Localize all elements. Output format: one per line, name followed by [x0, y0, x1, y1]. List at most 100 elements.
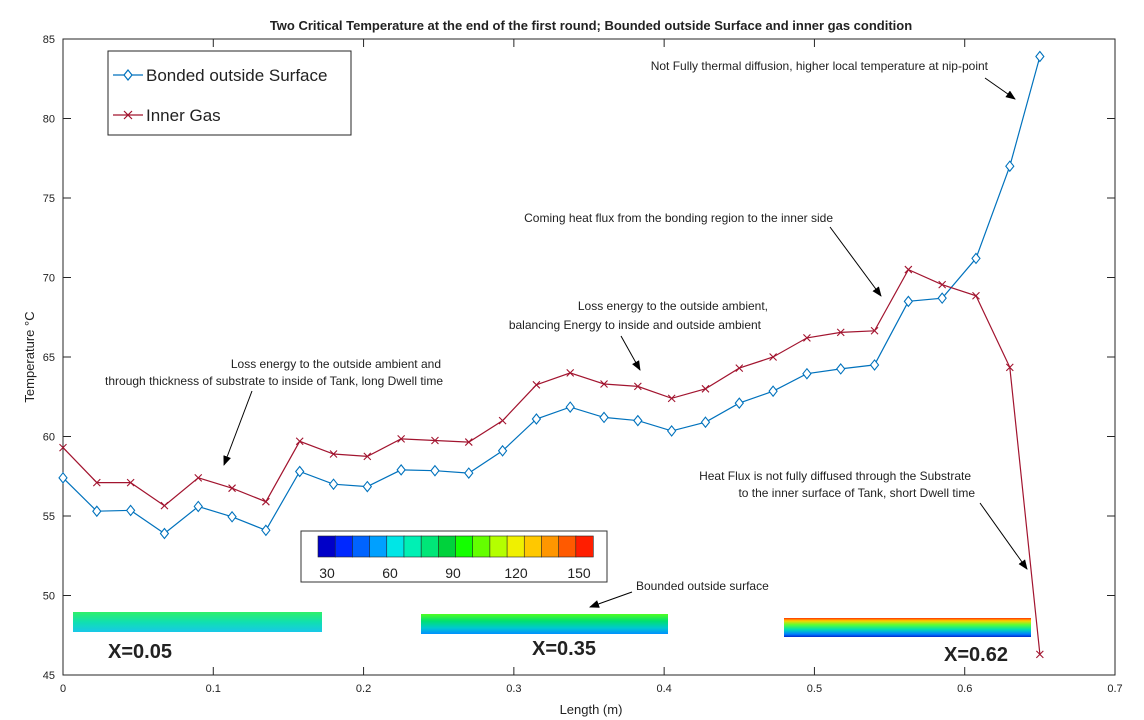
colorbar-tick-label: 30 [319, 565, 335, 581]
data-point-bonded-surface [633, 414, 643, 427]
annotation-arrow [979, 502, 1028, 570]
data-point-bonded-surface [464, 467, 474, 479]
data-point-bonded-surface [396, 464, 406, 476]
y-tick-label: 45 [43, 670, 55, 682]
y-axis: 45 50 55 60 65 70 75 80 85 [43, 34, 1115, 682]
legend-item-bonded: Bonded outside Surface [113, 66, 327, 85]
annotation-balancing-1: Loss energy to the outside ambient, [578, 299, 768, 313]
temperature-insets: X=0.05 X=0.35 X=0.62 [73, 612, 1031, 666]
chart-title: Two Critical Temperature at the end of t… [270, 18, 912, 33]
colorbar-cell [369, 535, 388, 558]
inset-image-x062 [784, 618, 1031, 637]
data-point-inner-gas [295, 437, 304, 446]
annotation-arrow [829, 226, 882, 297]
colorbar-cells [317, 535, 594, 558]
y-tick-label: 55 [43, 511, 55, 523]
colorbar-cell [506, 535, 525, 558]
annotation-arrow [984, 77, 1016, 100]
x-tick-label: 0.1 [206, 683, 221, 695]
y-tick-label: 75 [43, 193, 55, 205]
colorbar-cell [438, 535, 457, 558]
data-point-bonded-surface [903, 295, 914, 308]
data-point-inner-gas [566, 369, 575, 377]
inset-label-x062: X=0.62 [944, 644, 1008, 666]
colorbar-cell [541, 535, 560, 558]
colorbar-cell [420, 535, 439, 558]
data-point-bonded-surface [768, 385, 778, 398]
annotation-short-dwell-2: to the inner surface of Tank, short Dwel… [738, 486, 975, 500]
colorbar-cell [352, 535, 371, 558]
data-point-inner-gas [972, 291, 980, 300]
colorbar-cell [575, 535, 594, 558]
annotation-bounded-surface: Bounded outside surface [636, 579, 769, 593]
data-point-bonded-surface [1005, 160, 1015, 173]
colorbar-cell [317, 535, 336, 558]
data-point-bonded-surface [294, 465, 305, 478]
data-point-inner-gas [735, 364, 744, 373]
data-point-inner-gas [363, 452, 372, 461]
data-point-inner-gas [904, 265, 913, 274]
data-point-bonded-surface [125, 504, 136, 517]
x-tick-label: 0.3 [506, 683, 521, 695]
y-tick-label: 85 [43, 34, 55, 46]
annotations: Not Fully thermal diffusion, higher loca… [105, 59, 1028, 608]
legend-label-bonded: Bonded outside Surface [146, 66, 327, 85]
colorbar-cell [455, 535, 474, 558]
data-point-inner-gas [1035, 650, 1044, 659]
data-point-bonded-surface [666, 425, 677, 437]
x-tick-label: 0 [60, 683, 66, 695]
legend-item-inner-gas: Inner Gas [113, 106, 221, 125]
colorbar-tick-label: 90 [445, 565, 461, 581]
y-tick-label: 60 [43, 432, 55, 444]
data-point-inner-gas [633, 382, 642, 391]
annotation-heat-flux: Coming heat flux from the bonding region… [524, 211, 833, 225]
data-point-inner-gas [667, 394, 676, 403]
data-point-inner-gas [228, 484, 236, 493]
inset-label-x005: X=0.05 [108, 641, 172, 663]
data-point-bonded-surface [700, 416, 711, 429]
colorbar-ticks: 30 60 90 120 150 [319, 565, 591, 581]
data-point-bonded-surface [565, 401, 575, 413]
inset-label-x035: X=0.35 [532, 638, 596, 660]
y-tick-label: 50 [43, 591, 55, 603]
data-point-bonded-surface [1035, 50, 1045, 63]
x-tick-label: 0.2 [356, 683, 371, 695]
legend-label-inner-gas: Inner Gas [146, 106, 221, 125]
x-tick-label: 0.6 [957, 683, 972, 695]
colorbar-tick-label: 150 [567, 565, 591, 581]
annotation-arrow [589, 591, 633, 608]
data-point-inner-gas [498, 416, 507, 425]
annotation-arrow [620, 335, 641, 371]
data-point-inner-gas [397, 434, 406, 443]
data-point-bonded-surface [802, 367, 812, 380]
x-tick-label: 0.7 [1107, 683, 1122, 695]
data-point-bonded-surface [599, 411, 609, 424]
data-point-bonded-surface [261, 524, 271, 537]
x-tick-label: 0.5 [807, 683, 822, 695]
data-point-inner-gas [59, 443, 67, 452]
data-point-bonded-surface [227, 510, 237, 523]
data-point-inner-gas [870, 326, 879, 335]
data-point-inner-gas [92, 478, 101, 487]
colorbar-tick-label: 120 [504, 565, 528, 581]
y-tick-label: 80 [43, 114, 55, 126]
x-axis: 0 0.1 0.2 0.3 0.4 0.5 0.6 0.7 [60, 39, 1123, 695]
data-point-bonded-surface [193, 500, 203, 513]
data-point-inner-gas [836, 328, 845, 337]
colorbar-cell [558, 535, 577, 558]
data-point-inner-gas [769, 353, 777, 361]
data-point-bonded-surface [937, 292, 947, 305]
data-point-inner-gas [803, 334, 811, 342]
inset-image-x005 [73, 612, 322, 632]
data-point-bonded-surface [869, 359, 880, 371]
data-point-bonded-surface [159, 527, 170, 540]
data-point-inner-gas [329, 450, 338, 458]
data-point-bonded-surface [362, 480, 373, 493]
data-point-bonded-surface [531, 413, 542, 425]
data-point-inner-gas [600, 380, 608, 388]
y-tick-label: 65 [43, 352, 55, 364]
colorbar-cell [386, 535, 405, 558]
data-point-inner-gas [938, 280, 947, 289]
colorbar-tick-label: 60 [382, 565, 398, 581]
